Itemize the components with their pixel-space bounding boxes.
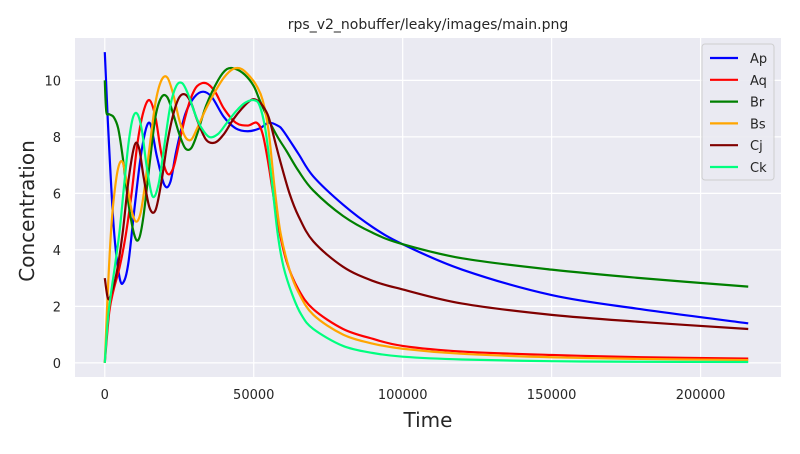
x-tick-label: 200000: [676, 388, 726, 403]
y-tick-label: 4: [53, 244, 61, 259]
y-axis-label: Concentration: [15, 140, 39, 281]
y-tick-label: 8: [53, 131, 61, 146]
series-line-ck: [103, 81, 749, 364]
y-tick-label: 0: [53, 357, 61, 372]
series-line-ap: [103, 52, 749, 325]
grid: [75, 38, 781, 377]
legend-label: Br: [750, 96, 765, 111]
plot-area: [75, 38, 781, 377]
y-tick-label: 10: [44, 74, 61, 89]
series-lines: [103, 52, 749, 364]
series-line-cj: [103, 92, 749, 331]
legend-label: Aq: [750, 74, 767, 89]
x-tick-label: 150000: [527, 388, 577, 403]
x-axis-label: Time: [403, 408, 453, 432]
chart-title: rps_v2_nobuffer/leaky/images/main.png: [288, 17, 568, 33]
y-tick-label: 6: [53, 187, 61, 202]
legend: Ap Aq Br Bs Cj Ck: [701, 43, 775, 181]
x-tick-label: 0: [101, 388, 109, 403]
legend-label: Cj: [750, 139, 763, 154]
x-tick-label: 50000: [233, 388, 274, 403]
axis-ticks: 0 50000 100000 150000 200000 0 2 4 6 8 10: [44, 74, 725, 403]
x-tick-label: 100000: [378, 388, 428, 403]
series-line-bs: [103, 66, 749, 363]
legend-label: Bs: [750, 117, 766, 132]
legend-label: Ck: [750, 161, 767, 176]
y-tick-label: 2: [53, 300, 61, 315]
legend-label: Ap: [750, 52, 767, 67]
